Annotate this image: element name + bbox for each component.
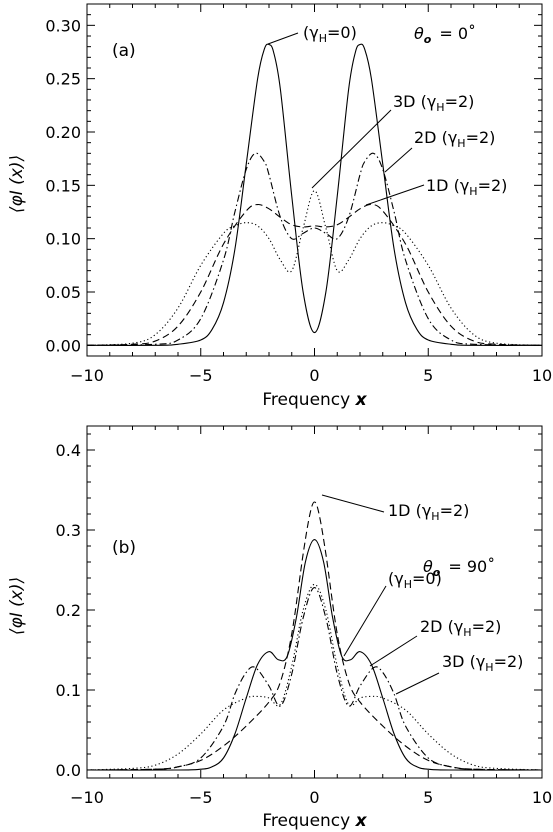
series-line-dashdot	[87, 587, 542, 771]
y-axis-label: ⟨φI (x)⟩	[7, 155, 27, 213]
x-tick-label: 10	[532, 788, 552, 807]
series-line-dashed	[87, 501, 542, 771]
series-annotation: 1D (γH=2)	[388, 501, 469, 523]
series-line-solid	[87, 539, 542, 771]
y-tick-label: 0.10	[45, 230, 81, 249]
x-axis-label: Frequency x	[262, 811, 367, 831]
y-tick-label: 0.25	[45, 70, 81, 89]
chart-panel-b: −10 −5 0 5 10 0.0 0.1 0.2 0.3 0.4 (b) θo = 90˚ 1D (γH…	[7, 425, 552, 831]
x-tick-label: −10	[70, 366, 104, 385]
annotation-leader	[343, 585, 387, 657]
y-tick-label: 0.1	[56, 681, 81, 700]
y-tick-label: 0.15	[45, 176, 81, 195]
y-axis-label: ⟨φI (x)⟩	[7, 577, 27, 635]
x-tick-label: 10	[532, 366, 552, 385]
angle-label: θo = 90˚	[423, 557, 495, 579]
series-annotation: 3D (γH=2)	[442, 652, 523, 674]
annotation-leader	[369, 635, 418, 667]
series-annotation: (γH=0)	[303, 23, 357, 45]
y-tick-label: 0.3	[56, 521, 81, 540]
x-tick-label: 0	[309, 366, 319, 385]
series-annotation: 2D (γH=2)	[420, 617, 501, 639]
series-line-dotted	[87, 583, 542, 771]
series-annotation: (γH=0)	[388, 569, 442, 591]
y-tick-label: 0.05	[45, 283, 81, 302]
annotation-leader	[267, 32, 299, 45]
series-annotation: 3D (γH=2)	[393, 92, 474, 114]
plot-frame	[86, 425, 543, 779]
x-tick-label: −5	[189, 366, 213, 385]
series-line-solid	[87, 43, 542, 346]
y-tick-label: 0.4	[56, 441, 81, 460]
chart-panel-a: −10 −5 0 5 10 0.00 0.05 0.10 0.15 0.20 0.25 0.30 (a)…	[7, 3, 552, 410]
x-tick-label: 0	[309, 788, 319, 807]
y-tick-label: 0.2	[56, 601, 81, 620]
y-tick-label: 0.0	[56, 761, 81, 780]
series-line-dotted	[87, 190, 542, 346]
series-annotation: 2D (γH=2)	[414, 128, 495, 150]
angle-label: θo = 0˚	[414, 24, 476, 46]
annotation-leader	[321, 494, 385, 513]
annotation-leader	[384, 147, 413, 173]
panel-label: (b)	[112, 538, 136, 558]
y-tick-label: 0.30	[45, 16, 81, 35]
x-axis-label: Frequency x	[262, 390, 367, 410]
y-tick-label: 0.20	[45, 123, 81, 142]
series-annotation: 1D (γH=2)	[426, 176, 507, 198]
series-line-dashdot	[87, 152, 542, 346]
panel-label: (a)	[112, 41, 136, 61]
x-tick-label: −10	[70, 788, 104, 807]
annotation-leader	[311, 109, 392, 189]
plot-frame	[86, 3, 543, 357]
x-tick-label: 5	[423, 366, 433, 385]
series-line-dashed	[87, 203, 542, 346]
annotation-leader	[395, 672, 440, 695]
y-tick-label: 0.00	[45, 336, 81, 355]
x-tick-label: −5	[189, 788, 213, 807]
x-tick-label: 5	[423, 788, 433, 807]
annotation-leader	[365, 184, 425, 206]
